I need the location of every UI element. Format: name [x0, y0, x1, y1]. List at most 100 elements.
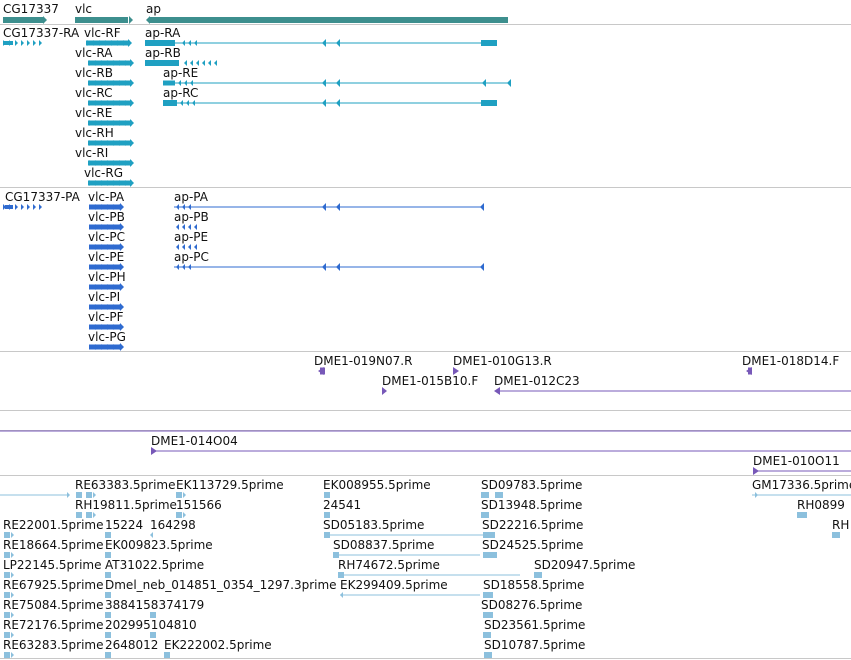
- arrow-right-glyph[interactable]: [101, 304, 104, 310]
- arrow-right-glyph[interactable]: [117, 40, 120, 46]
- gene-label[interactable]: vlc: [75, 2, 93, 16]
- arrow-right-glyph[interactable]: [125, 100, 128, 106]
- arrow-right-glyph[interactable]: [120, 283, 124, 291]
- exon-box[interactable]: [90, 244, 120, 250]
- gene-label[interactable]: ap: [146, 2, 161, 16]
- arrow-left-glyph[interactable]: [322, 39, 326, 47]
- arrow-right-glyph[interactable]: [95, 120, 98, 126]
- arrow-right-glyph[interactable]: [123, 40, 126, 46]
- arrow-left-glyph[interactable]: [176, 204, 179, 210]
- arrow-right-glyph[interactable]: [43, 16, 47, 24]
- est-label[interactable]: SD20947.5prime: [534, 558, 636, 572]
- transcript-label[interactable]: vlc-RF: [84, 26, 121, 40]
- arrow-right-glyph[interactable]: [95, 324, 98, 330]
- arrow-right-glyph[interactable]: [95, 80, 98, 86]
- arrow-right-glyph[interactable]: [120, 323, 124, 331]
- arrow-right-glyph[interactable]: [113, 60, 116, 66]
- arrow-left-glyph[interactable]: [336, 79, 340, 87]
- arrow-right-glyph[interactable]: [89, 284, 92, 290]
- arrow-right-glyph[interactable]: [125, 140, 128, 146]
- est-label[interactable]: SD18558.5prime: [483, 578, 585, 592]
- arrow-right-glyph[interactable]: [27, 40, 30, 46]
- transcript-label[interactable]: vlc-RA: [75, 46, 113, 60]
- arrow-left-glyph[interactable]: [176, 244, 179, 250]
- arrow-right-glyph[interactable]: [113, 244, 116, 250]
- protein-label[interactable]: ap-PA: [174, 190, 208, 204]
- gene-bar[interactable]: [3, 17, 43, 23]
- arrow-right-glyph[interactable]: [107, 140, 110, 146]
- arrow-left-glyph[interactable]: [480, 203, 484, 211]
- arrow-right-glyph[interactable]: [33, 40, 36, 46]
- arrow-left-glyph[interactable]: [190, 80, 193, 86]
- arrow-right-glyph[interactable]: [101, 284, 104, 290]
- arrow-right-glyph[interactable]: [95, 180, 98, 186]
- arrow-right-glyph[interactable]: [101, 344, 104, 350]
- est-block[interactable]: [481, 512, 489, 518]
- est-label[interactable]: RH0899: [797, 498, 845, 512]
- est-label[interactable]: EK222002.5prime: [164, 638, 272, 652]
- arrow-right-glyph[interactable]: [39, 40, 42, 46]
- exon-box[interactable]: [5, 205, 13, 209]
- arrow-right-glyph[interactable]: [101, 224, 104, 230]
- transcript-label[interactable]: ap-RB: [145, 46, 181, 60]
- est-block[interactable]: [4, 652, 10, 658]
- est-label[interactable]: EK009823.5prime: [105, 538, 213, 552]
- arrow-right-glyph[interactable]: [101, 264, 104, 270]
- arrow-right-glyph[interactable]: [89, 244, 92, 250]
- est-block[interactable]: [534, 572, 542, 578]
- arrow-right-glyph[interactable]: [119, 180, 122, 186]
- arrow-right-glyph[interactable]: [101, 60, 104, 66]
- est-block[interactable]: [338, 572, 344, 578]
- arrow-right-glyph[interactable]: [101, 80, 104, 86]
- transcript-label[interactable]: vlc-RC: [75, 86, 113, 100]
- est-label[interactable]: 15224: [105, 518, 144, 532]
- transcript-label[interactable]: vlc-RI: [75, 146, 109, 160]
- est-label[interactable]: RE63383.5prime: [75, 478, 176, 492]
- arrow-right-glyph[interactable]: [107, 204, 110, 210]
- arrow-right-glyph[interactable]: [33, 204, 36, 210]
- est-label[interactable]: RH74672.5prime: [338, 558, 440, 572]
- arrow-left-glyph[interactable]: [186, 100, 189, 106]
- arrow-right-glyph[interactable]: [95, 284, 98, 290]
- protein-label[interactable]: ap-PC: [174, 250, 209, 264]
- clone-end[interactable]: [753, 467, 759, 475]
- clone-end[interactable]: [453, 367, 459, 375]
- arrow-right-glyph[interactable]: [89, 100, 92, 106]
- protein-label[interactable]: vlc-PI: [88, 290, 121, 304]
- arrow-left-glyph[interactable]: [194, 244, 197, 250]
- est-label[interactable]: RE67925.5prime: [3, 578, 104, 592]
- arrow-right-glyph[interactable]: [113, 264, 116, 270]
- arrow-right-glyph[interactable]: [95, 304, 98, 310]
- est-block[interactable]: [333, 552, 339, 558]
- arrow-right-glyph[interactable]: [11, 592, 14, 598]
- est-block[interactable]: [4, 612, 10, 618]
- arrow-right-glyph[interactable]: [107, 60, 110, 66]
- arrow-left-glyph[interactable]: [340, 592, 343, 598]
- arrow-right-glyph[interactable]: [101, 324, 104, 330]
- arrow-right-glyph[interactable]: [21, 40, 24, 46]
- est-block[interactable]: [4, 592, 10, 598]
- est-block[interactable]: [176, 512, 182, 518]
- exon-box[interactable]: [3, 41, 13, 45]
- arrow-right-glyph[interactable]: [130, 59, 134, 67]
- est-block[interactable]: [483, 632, 491, 638]
- arrow-left-glyph[interactable]: [188, 224, 191, 230]
- arrow-left-glyph[interactable]: [184, 80, 187, 86]
- arrow-right-glyph[interactable]: [107, 100, 110, 106]
- arrow-right-glyph[interactable]: [89, 304, 92, 310]
- arrow-right-glyph[interactable]: [89, 204, 92, 210]
- arrow-right-glyph[interactable]: [130, 119, 134, 127]
- arrow-right-glyph[interactable]: [93, 512, 96, 518]
- arrow-right-glyph[interactable]: [11, 572, 14, 578]
- arrow-left-glyph[interactable]: [182, 224, 185, 230]
- arrow-right-glyph[interactable]: [119, 60, 122, 66]
- arrow-right-glyph[interactable]: [101, 160, 104, 166]
- arrow-left-glyph[interactable]: [188, 204, 191, 210]
- protein-label[interactable]: ap-PB: [174, 210, 209, 224]
- est-block[interactable]: [483, 592, 493, 598]
- est-label[interactable]: SD22216.5prime: [482, 518, 584, 532]
- protein-label[interactable]: vlc-PE: [88, 250, 125, 264]
- arrow-left-glyph[interactable]: [196, 60, 199, 66]
- arrow-right-glyph[interactable]: [99, 40, 102, 46]
